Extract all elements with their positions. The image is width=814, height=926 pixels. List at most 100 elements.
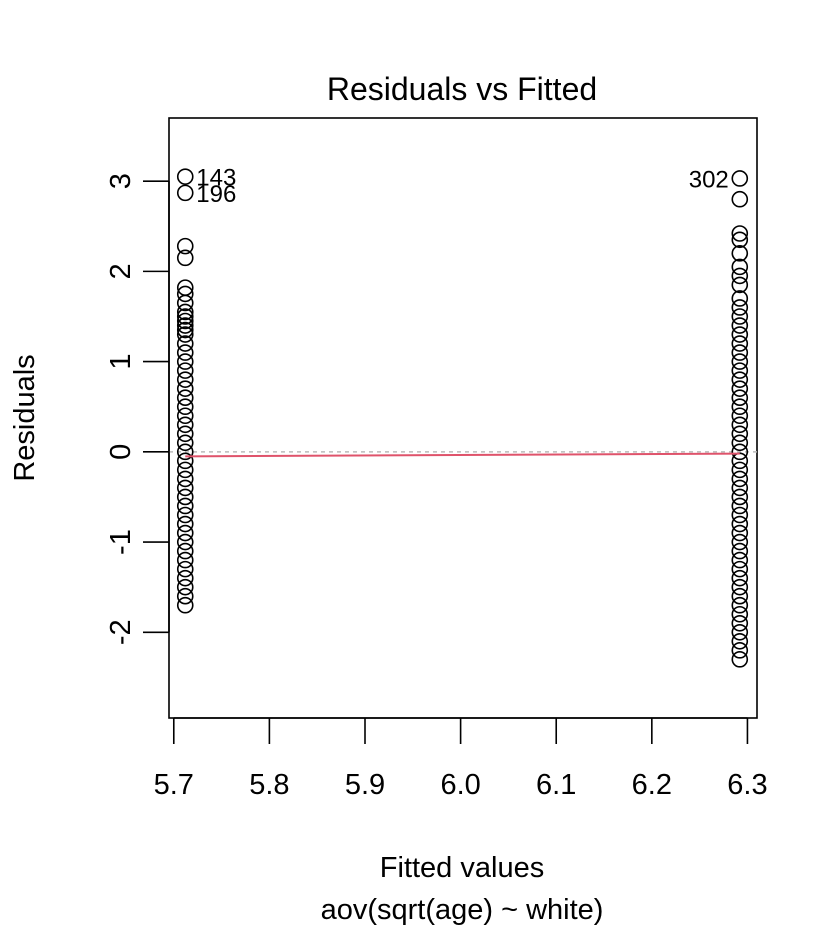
residual-point <box>731 452 749 470</box>
residual-point <box>176 380 194 397</box>
residual-point <box>731 434 749 452</box>
residual-point <box>731 497 749 515</box>
residual-point <box>176 335 194 352</box>
residual-point <box>176 237 194 255</box>
residual-point <box>731 542 749 560</box>
residual-point <box>731 170 749 187</box>
y-tick-label: 0 <box>105 444 137 460</box>
residual-point <box>731 326 749 343</box>
residual-point <box>176 560 194 578</box>
residual-point <box>731 398 749 416</box>
residual-point <box>731 308 749 325</box>
outlier-label: 143 <box>196 165 236 192</box>
x-tick-label: 5.7 <box>154 769 194 801</box>
residual-point <box>731 524 749 542</box>
residual-point <box>731 231 749 249</box>
residual-point <box>731 425 749 443</box>
residual-point <box>176 407 194 425</box>
chart-title: Residuals vs Fitted <box>327 71 597 107</box>
residual-point <box>176 497 194 515</box>
residual-point <box>731 488 749 506</box>
residual-point <box>176 249 194 267</box>
residual-point <box>176 434 194 452</box>
residual-point <box>731 651 749 668</box>
residual-point <box>731 479 749 497</box>
y-tick-label: -1 <box>105 529 137 555</box>
residual-point <box>731 190 749 208</box>
residual-point <box>176 596 194 614</box>
residual-point <box>731 371 749 388</box>
residual-point <box>731 560 749 578</box>
residual-point <box>731 506 749 524</box>
x-tick-label: 6.0 <box>440 769 480 801</box>
y-tick-label: 3 <box>105 173 137 189</box>
x-tick-label: 6.3 <box>727 769 767 801</box>
residual-point <box>731 317 749 334</box>
residual-point <box>731 614 749 632</box>
residual-point <box>176 303 194 321</box>
residual-point <box>176 184 194 202</box>
residual-point <box>731 276 749 294</box>
residual-point <box>731 245 749 262</box>
residual-point <box>731 416 749 434</box>
residual-point <box>731 605 749 623</box>
y-tick-label: 1 <box>105 354 137 370</box>
residual-point <box>176 443 194 461</box>
residual-point <box>176 578 194 596</box>
residual-point <box>731 353 749 370</box>
chart-subtitle: aov(sqrt(age) ~ white) <box>321 894 604 926</box>
residual-point <box>176 479 194 497</box>
residual-point <box>731 633 749 650</box>
residual-point <box>176 321 194 339</box>
residual-point <box>176 506 194 524</box>
residual-point <box>176 344 194 361</box>
residual-point <box>731 461 749 479</box>
outlier-label: 196 <box>196 181 236 208</box>
residual-point <box>731 587 749 605</box>
residual-point <box>176 488 194 506</box>
smooth-line <box>185 452 740 458</box>
residual-point <box>176 542 194 560</box>
y-tick-label: -2 <box>105 619 137 645</box>
residual-point <box>731 299 749 316</box>
residual-point <box>731 533 749 551</box>
residual-point <box>731 578 749 596</box>
y-axis-label: Residuals <box>9 354 41 481</box>
residual-point <box>176 312 194 330</box>
residual-point <box>176 524 194 542</box>
residual-point <box>176 452 194 470</box>
residual-point <box>176 515 194 533</box>
y-tick-label: 2 <box>105 263 137 279</box>
residual-point <box>731 258 749 276</box>
residual-point <box>176 168 194 185</box>
residual-point <box>731 470 749 488</box>
residual-point <box>731 623 749 641</box>
x-axis-label: Fitted values <box>380 852 544 884</box>
residual-point <box>731 362 749 379</box>
residual-point <box>176 285 194 303</box>
residual-point <box>731 443 749 461</box>
plot-frame <box>168 117 758 719</box>
residual-point <box>176 533 194 551</box>
residual-point <box>731 290 749 307</box>
residual-point <box>731 596 749 614</box>
residual-point <box>731 642 749 659</box>
residual-point <box>176 569 194 587</box>
x-tick-label: 5.9 <box>345 769 385 801</box>
residual-point <box>176 294 194 312</box>
residual-point <box>731 335 749 352</box>
residual-point <box>731 225 749 242</box>
residual-point <box>176 587 194 605</box>
residual-point <box>176 551 194 569</box>
residual-point <box>731 551 749 569</box>
residual-point <box>731 344 749 361</box>
x-tick-label: 5.8 <box>249 769 289 801</box>
x-tick-label: 6.2 <box>632 769 672 801</box>
outlier-label: 302 <box>689 166 729 193</box>
residual-point <box>731 407 749 425</box>
residual-point <box>731 515 749 533</box>
residual-point <box>176 389 194 406</box>
residual-point <box>731 380 749 397</box>
